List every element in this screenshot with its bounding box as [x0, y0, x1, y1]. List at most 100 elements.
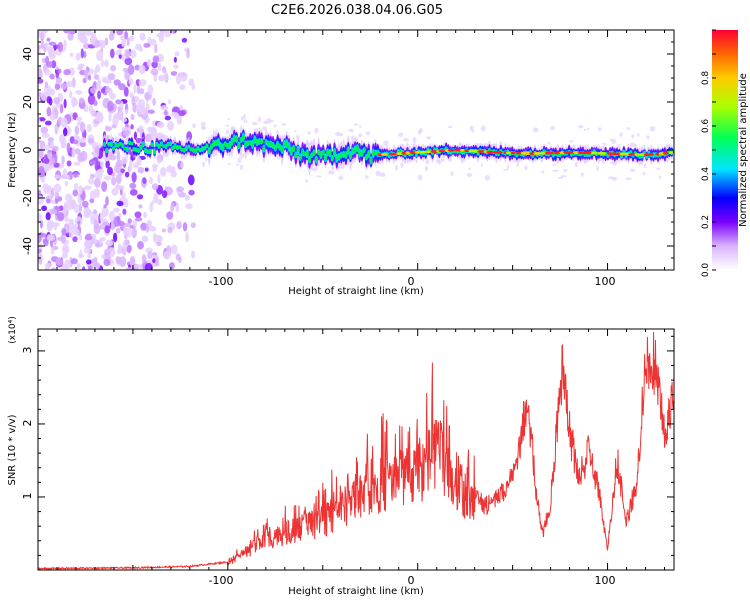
spectrogram-cell [83, 212, 91, 219]
spectrogram-cell [447, 148, 455, 152]
spectrogram-cell [243, 119, 248, 123]
spectrogram-cell [139, 145, 143, 150]
spectrogram-cell [114, 163, 122, 174]
spectrogram-cell [460, 148, 465, 152]
spectrogram-cell [305, 178, 308, 183]
spectrogram-cell [649, 126, 656, 132]
spectrogram-cell [285, 140, 289, 147]
spectrogram-cell [486, 150, 495, 154]
spectrogram-cell [89, 160, 97, 165]
spectrogram-cell [123, 245, 128, 253]
spectrogram-cell [80, 48, 84, 59]
spectrogram-cell [130, 124, 134, 130]
spectrogram-cell [79, 141, 86, 148]
spectrogram-cell [118, 109, 123, 119]
spectrogram-cell [328, 170, 331, 173]
spectrogram-cell [173, 56, 177, 63]
spectrogram-cell [190, 222, 196, 229]
spectrogram-cell [46, 106, 52, 117]
spectrogram-cell [348, 152, 353, 159]
spectrogram-cell [129, 35, 135, 42]
spectrogram-cell [40, 38, 44, 50]
spectrogram-cell [103, 204, 107, 209]
spectrogram-cell [66, 142, 71, 153]
spectrogram-cell [74, 228, 80, 237]
spectrogram-cell [611, 138, 617, 144]
spectrogram-cell [314, 157, 318, 162]
spectrogram-cell [77, 152, 84, 163]
spectrogram-cell [164, 186, 169, 192]
spectrogram-cell [170, 244, 178, 255]
spectrogram-cell [102, 142, 107, 146]
spectrogram-cell [228, 143, 232, 148]
spectrogram-cell [358, 150, 362, 156]
spectrogram-cell [629, 168, 636, 172]
spectrogram-cell [74, 125, 80, 136]
spectrogram-cell [273, 124, 277, 128]
spectrogram-cell [642, 171, 646, 176]
spectrogram-cell [86, 259, 92, 265]
spectrogram-cell [668, 151, 674, 155]
spectrogram-cell [140, 222, 148, 231]
spectrogram-cell [69, 30, 76, 35]
spectrogram-cell [64, 215, 69, 223]
spectrogram-ytick-40: 40 [21, 47, 34, 61]
spectrogram-cell [237, 157, 242, 164]
spectrogram-cell [295, 135, 300, 140]
spectrogram-cell [152, 55, 160, 64]
spectrogram-cell [117, 243, 122, 252]
spectrogram-cell [103, 175, 112, 181]
spectrogram-cell [126, 244, 132, 254]
spectrogram-cell [86, 123, 92, 133]
spectrogram-cell [147, 251, 153, 260]
spectrogram-cell [152, 149, 157, 154]
spectrogram-cell [191, 250, 196, 259]
spectrogram-cell [116, 114, 120, 119]
spectrogram-cell [87, 74, 92, 81]
spectrogram-cell [173, 144, 177, 148]
spectrogram-cell [47, 157, 56, 166]
spectrogram-cell [464, 149, 470, 153]
spectrogram-cell [553, 151, 561, 155]
spectrogram-cell [480, 163, 483, 167]
spectrogram-xtick-100: 100 [595, 275, 616, 288]
spectrogram-cell [60, 82, 68, 90]
spectrogram-cell [137, 166, 145, 174]
spectrogram-ytick-neg20: -20 [21, 189, 34, 207]
spectrogram-cell [105, 126, 112, 132]
spectrogram-cell [124, 108, 129, 115]
spectrogram-cell [78, 253, 85, 259]
spectrogram-cell [182, 148, 186, 153]
spectrogram-cell [125, 147, 129, 151]
spectrogram-cell [115, 49, 122, 56]
spectrogram-cell [116, 150, 121, 162]
spectrogram-cell [103, 258, 111, 267]
spectrogram-cell [590, 151, 598, 155]
spectrogram-cell [550, 125, 555, 131]
spectrogram-cell [147, 84, 154, 95]
spectrogram-cell [118, 54, 123, 60]
spectrogram-cell [209, 143, 214, 150]
spectrogram-cell [153, 192, 159, 204]
spectrogram-cell [278, 144, 282, 150]
spectrogram-cell [69, 90, 73, 99]
spectrogram-cell [648, 153, 654, 156]
spectrogram-cell [95, 262, 101, 270]
spectrogram-cell [77, 220, 81, 225]
snr-yscale-label: (x10⁴) [8, 316, 18, 343]
spectrogram-cell [480, 125, 486, 132]
spectrogram-cell [126, 37, 130, 47]
spectrogram-cell [49, 111, 56, 121]
spectrogram-cell [607, 152, 613, 156]
spectrogram-cell [113, 103, 117, 110]
spectrogram-cell [77, 65, 82, 71]
spectrogram-cell [157, 173, 161, 184]
spectrogram-cell [54, 83, 61, 91]
spectrogram-cell [353, 123, 359, 126]
spectrogram-cell [176, 114, 183, 125]
spectrogram-cell [98, 238, 103, 245]
spectrogram-cell [69, 52, 74, 57]
spectrogram-cell [83, 241, 92, 248]
spectrogram-cell [138, 204, 143, 209]
spectrogram-cell [597, 127, 602, 131]
